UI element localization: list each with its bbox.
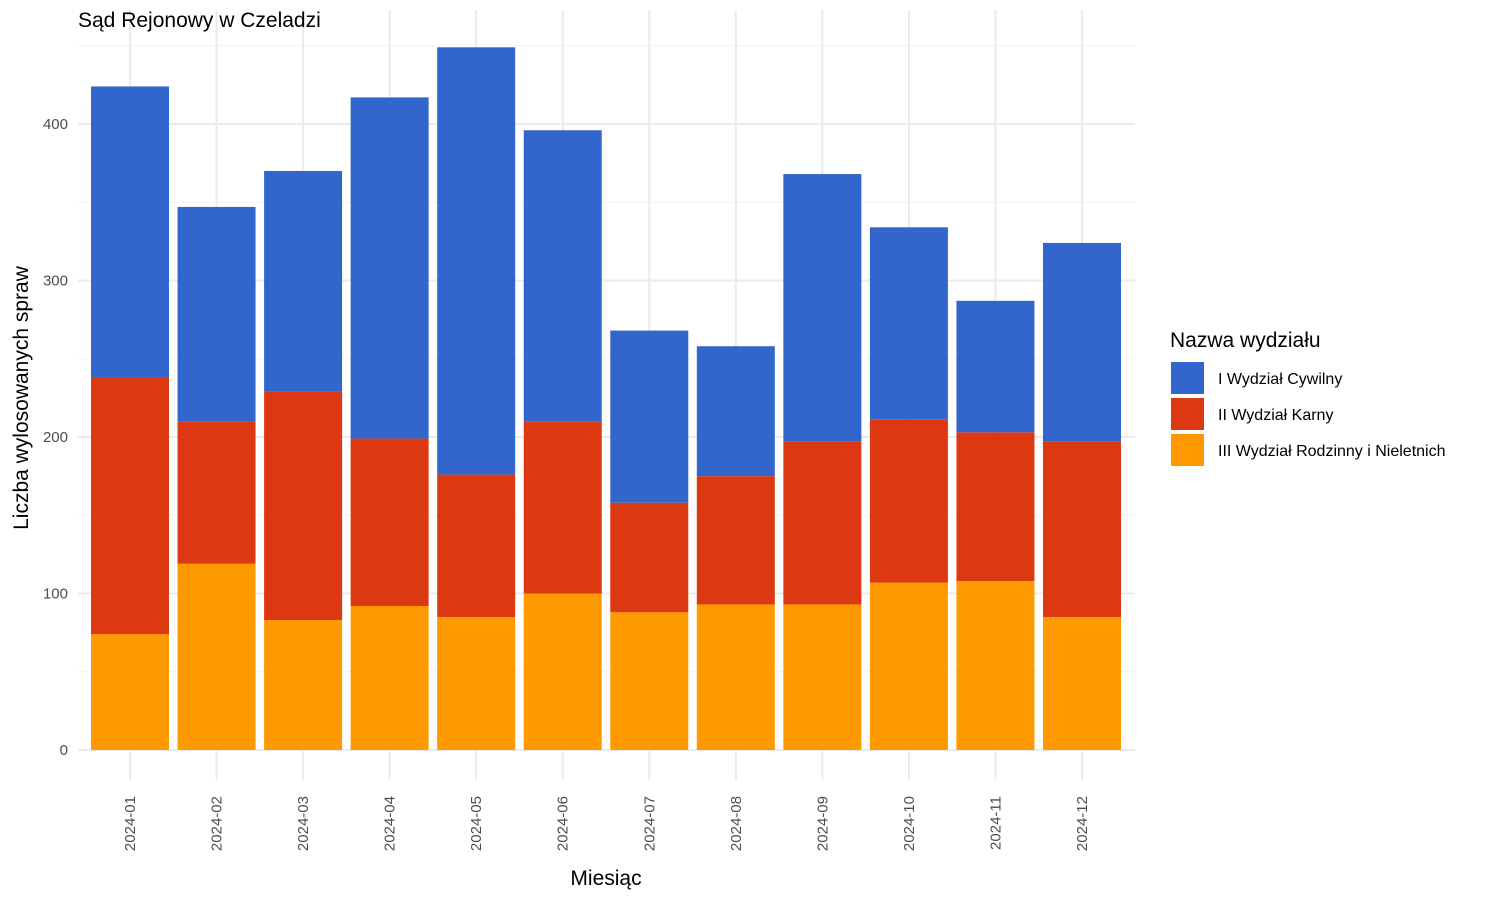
x-tick-label: 2024-02 xyxy=(209,796,226,851)
x-axis-title: Miesiąc xyxy=(570,867,641,890)
bar-segment: 2024-01 — II Wydział Karny: 164 xyxy=(91,377,169,635)
bar-segment: 2024-10 — III Wydział Rodzinny i Nieletn… xyxy=(869,582,948,750)
bar-segment: 2024-01 — III Wydział Rodzinny i Nieletn… xyxy=(91,634,169,750)
x-tick-label: 2024-08 xyxy=(728,796,745,851)
bar-segment: 2024-02 — II Wydział Karny: 91 xyxy=(177,421,256,564)
bar-segment: 2024-12 — III Wydział Rodzinny i Nieletn… xyxy=(1043,616,1121,750)
chart-title: Sąd Rejonowy w Czeladzi xyxy=(78,9,321,32)
x-tick-label: 2024-01 xyxy=(122,796,139,851)
legend-title: Nazwa wydziału xyxy=(1170,329,1321,352)
bar-segment: 2024-03 — III Wydział Rodzinny i Nieletn… xyxy=(264,620,343,750)
bar-segment: 2024-07 — III Wydział Rodzinny i Nieletn… xyxy=(610,612,689,750)
x-tick-label: 2024-04 xyxy=(382,796,399,851)
legend-label: II Wydział Karny xyxy=(1218,407,1333,424)
bar-segment: 2024-05 — II Wydział Karny: 91 xyxy=(437,474,516,617)
bar-segment: 2024-04 — III Wydział Rodzinny i Nieletn… xyxy=(350,606,429,750)
x-tick-label: 2024-10 xyxy=(901,796,918,851)
bar-segment: 2024-11 — I Wydział Cywilny: 84 xyxy=(956,300,1035,433)
x-tick-labels: 2024-01 2024-02 2024-03 2024-04 2024-05 2024-… xyxy=(122,796,1091,851)
bars-layer: 2024-01 — III Wydział Rodzinny i Nieletn… xyxy=(91,47,1121,750)
x-tick-label: 2024-06 xyxy=(555,796,572,851)
y-tick-labels: 0 100 200 300 400 xyxy=(43,116,68,759)
bar-segment: 2024-02 — I Wydział Cywilny: 137 xyxy=(177,206,256,422)
legend-items: I Wydział Cywilny II Wydział Karny III Wyd… xyxy=(1171,362,1446,466)
bar-segment: 2024-06 — II Wydział Karny: 110 xyxy=(523,421,602,594)
bar-segment: 2024-06 — III Wydział Rodzinny i Nieletn… xyxy=(523,593,602,750)
y-tick-label: 100 xyxy=(43,586,68,603)
bar-segment: 2024-01 — I Wydział Cywilny: 186 xyxy=(91,86,169,378)
bar-segment: 2024-05 — I Wydział Cywilny: 273 xyxy=(437,47,516,475)
y-tick-label: 300 xyxy=(43,273,68,290)
x-tick-label: 2024-09 xyxy=(814,796,831,851)
bar-segment: 2024-10 — II Wydział Karny: 104 xyxy=(869,419,948,583)
y-tick-label: 0 xyxy=(60,742,68,759)
x-tick-label: 2024-05 xyxy=(468,796,485,851)
legend-swatch xyxy=(1171,398,1204,430)
bar-segment: 2024-11 — III Wydział Rodzinny i Nieletn… xyxy=(956,580,1035,750)
bar-segment: 2024-12 — I Wydział Cywilny: 127 xyxy=(1043,242,1121,442)
bar-segment: 2024-03 — II Wydział Karny: 146 xyxy=(264,391,343,621)
bar-segment: 2024-08 — III Wydział Rodzinny i Nieletn… xyxy=(696,604,775,750)
bar-segment: 2024-11 — II Wydział Karny: 95 xyxy=(956,432,1035,581)
bar-segment: 2024-05 — III Wydział Rodzinny i Nieletn… xyxy=(437,616,516,750)
y-axis-title: Liczba wylosowanych spraw xyxy=(10,265,33,530)
bar-segment: 2024-06 — I Wydział Cywilny: 186 xyxy=(523,130,602,422)
bar-segment: 2024-08 — II Wydział Karny: 82 xyxy=(696,476,775,605)
bar-segment: 2024-03 — I Wydział Cywilny: 141 xyxy=(264,170,343,392)
bar-segment: 2024-09 — II Wydział Karny: 104 xyxy=(783,441,862,605)
legend-swatch xyxy=(1171,362,1204,394)
x-tick-label: 2024-07 xyxy=(641,796,658,851)
bar-segment: 2024-07 — I Wydział Cywilny: 110 xyxy=(610,330,689,503)
x-tick-label: 2024-11 xyxy=(987,796,1004,850)
bar-segment: 2024-04 — I Wydział Cywilny: 218 xyxy=(350,97,429,439)
bar-segment: 2024-08 — I Wydział Cywilny: 83 xyxy=(696,346,775,477)
bar-segment: 2024-09 — I Wydział Cywilny: 171 xyxy=(783,174,862,442)
bar-segment: 2024-10 — I Wydział Cywilny: 123 xyxy=(869,227,948,420)
bar-segment: 2024-12 — II Wydział Karny: 112 xyxy=(1043,441,1121,617)
bar-segment: 2024-07 — II Wydział Karny: 70 xyxy=(610,502,689,613)
y-tick-label: 400 xyxy=(43,116,68,133)
legend-swatch xyxy=(1171,434,1204,466)
legend: Nazwa wydziału I Wydział Cywilny II Wydzi… xyxy=(1170,329,1446,466)
x-tick-label: 2024-12 xyxy=(1074,796,1091,851)
x-tick-label: 2024-03 xyxy=(295,796,312,851)
bar-segment: 2024-09 — III Wydział Rodzinny i Nieletn… xyxy=(783,604,862,750)
legend-label: III Wydział Rodzinny i Nieletnich xyxy=(1218,443,1446,460)
bar-segment: 2024-02 — III Wydział Rodzinny i Nieletn… xyxy=(177,563,256,750)
legend-label: I Wydział Cywilny xyxy=(1218,371,1342,388)
bar-segment: 2024-04 — II Wydział Karny: 107 xyxy=(350,438,429,607)
y-tick-label: 200 xyxy=(43,429,68,446)
